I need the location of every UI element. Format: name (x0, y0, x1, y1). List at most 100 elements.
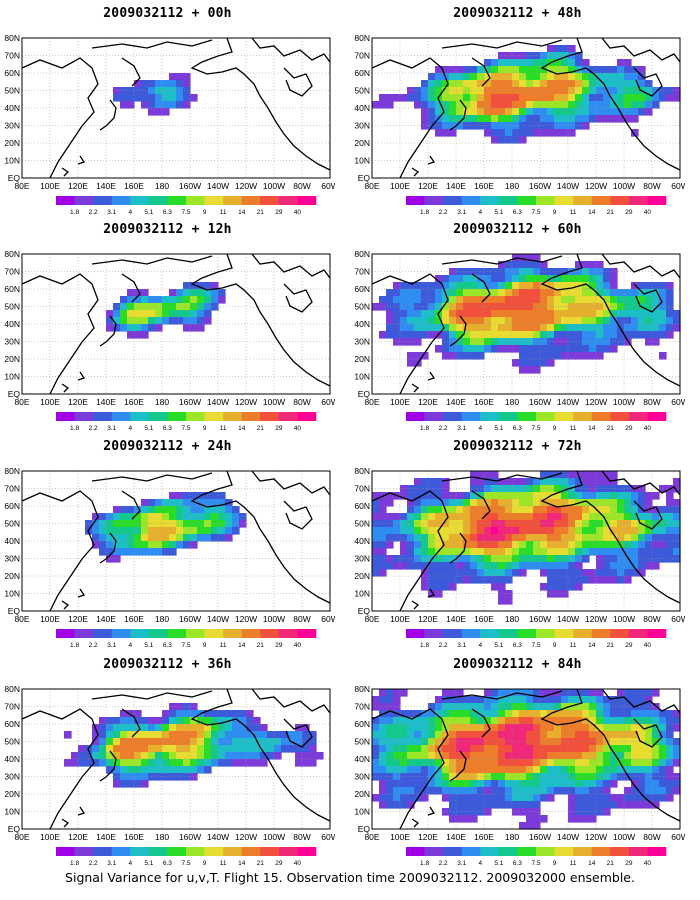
heatmap-cell (463, 752, 471, 760)
heatmap-cell (435, 576, 443, 584)
heatmap-cell (491, 731, 499, 739)
heatmap-cell (470, 282, 478, 290)
lat-tick-label: 60N (354, 284, 370, 294)
heatmap-cell (666, 499, 674, 507)
heatmap-cell (505, 345, 513, 353)
heatmap-cell (470, 310, 478, 318)
heatmap-cell (190, 710, 198, 718)
heatmap-cell (393, 773, 401, 781)
heatmap-cell (519, 745, 527, 753)
heatmap-cell (421, 122, 429, 130)
heatmap-cell (449, 275, 457, 283)
heatmap-cell (540, 108, 548, 116)
heatmap-cell (491, 562, 499, 570)
heatmap-cell (442, 499, 450, 507)
heatmap-cell (463, 492, 471, 500)
heatmap-cell (400, 555, 408, 563)
heatmap-cell (393, 338, 401, 346)
colorbar: 1.8 2.2 3.1 4 5.1 6.3 7.5 9 11 14 21 29 40 (56, 412, 317, 432)
heatmap-cell (554, 282, 562, 290)
heatmap-cell (519, 513, 527, 521)
heatmap-cell (400, 324, 408, 332)
heatmap-cell (603, 101, 611, 109)
colorbar-swatch (610, 847, 630, 856)
heatmap-cell (547, 787, 555, 795)
heatmap-cell (617, 303, 625, 311)
heatmap-cell (127, 541, 135, 549)
lat-tick-label: 30N (4, 121, 20, 131)
heatmap-cell (120, 759, 128, 767)
heatmap-cell (232, 710, 240, 718)
heatmap-cell (484, 534, 492, 542)
heatmap-cell (470, 471, 478, 479)
heatmap-cell (519, 548, 527, 556)
heatmap-cell (533, 108, 541, 116)
heatmap-cell (498, 583, 506, 591)
heatmap-cell (456, 338, 464, 346)
heatmap-cell (498, 562, 506, 570)
heatmap-cell (652, 527, 660, 535)
heatmap-cell (477, 766, 485, 774)
heatmap-cell (603, 268, 611, 276)
heatmap-cell (169, 710, 177, 718)
colorbar-swatch (297, 847, 317, 856)
panel-title: 2009032112 + 24h (103, 439, 232, 454)
heatmap-cell (190, 773, 198, 781)
heatmap-cell (659, 289, 667, 297)
heatmap-cell (645, 282, 653, 290)
heatmap-cell (414, 520, 422, 528)
heatmap-cell (554, 310, 562, 318)
heatmap-cell (638, 689, 646, 697)
heatmap-cell (113, 310, 121, 318)
colorbar-label: 11 (570, 425, 577, 432)
heatmap-cell (582, 331, 590, 339)
heatmap-cell (505, 703, 513, 711)
heatmap-cell (176, 527, 184, 535)
heatmap-cell (589, 696, 597, 704)
heatmap-cell (540, 766, 548, 774)
lon-tick-label: 100W (613, 397, 635, 407)
map-panel: 2009032112 + 72h EQ 10N 20N 30N 40N 50N 60N 70N 8… (350, 433, 685, 649)
heatmap-cell (603, 548, 611, 556)
heatmap-cell (512, 703, 520, 711)
lon-tick-label: 180 (155, 614, 169, 624)
heatmap-cell (141, 527, 149, 535)
heatmap-cell (596, 773, 604, 781)
heatmap-cell (463, 541, 471, 549)
heatmap-cell (666, 296, 674, 304)
heatmap-cell (435, 731, 443, 739)
heatmap-cell (309, 731, 317, 739)
colorbar-label: 3.1 (107, 860, 116, 867)
heatmap-cell (519, 359, 527, 367)
heatmap-cell (498, 52, 506, 60)
heatmap-cell (666, 492, 674, 500)
heatmap-cell (239, 752, 247, 760)
heatmap-cell (547, 745, 555, 753)
heatmap-cell (246, 759, 254, 767)
heatmap-cell (372, 731, 380, 739)
heatmap-cell (232, 724, 240, 732)
heatmap-cell (120, 534, 128, 542)
heatmap-cell (568, 478, 576, 486)
heatmap-cell (400, 520, 408, 528)
colorbar-label: 3.1 (107, 642, 116, 649)
heatmap-cell (386, 801, 394, 809)
heatmap-cell (568, 352, 576, 360)
lon-tick-label: 100E (390, 832, 410, 842)
colorbar-swatch (461, 847, 481, 856)
heatmap-cell (631, 773, 639, 781)
heatmap-cell (463, 555, 471, 563)
heatmap-cell (631, 569, 639, 577)
colorbar-label: 11 (570, 209, 577, 216)
heatmap-cell (113, 773, 121, 781)
heatmap-cell (638, 759, 646, 767)
heatmap-cell (652, 303, 660, 311)
heatmap-cell (631, 794, 639, 802)
heatmap-cell (624, 310, 632, 318)
heatmap-cell (561, 268, 569, 276)
heatmap-cell (386, 780, 394, 788)
colorbar-label: 14 (238, 425, 246, 432)
heatmap-cell (169, 101, 177, 109)
heatmap-cell (435, 485, 443, 493)
heatmap-cell (505, 66, 513, 74)
